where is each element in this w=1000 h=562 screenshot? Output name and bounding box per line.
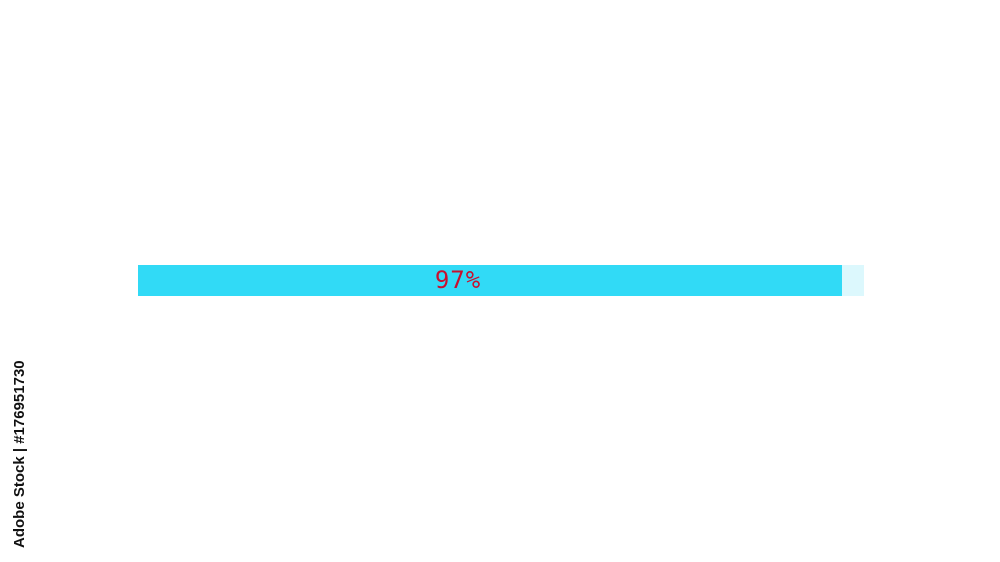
watermark-text: Adobe Stock | #176951730 [11, 360, 28, 548]
progress-label: 97% [434, 266, 482, 294]
progress-fill [138, 265, 843, 296]
progress-bar: 97% [138, 265, 864, 296]
